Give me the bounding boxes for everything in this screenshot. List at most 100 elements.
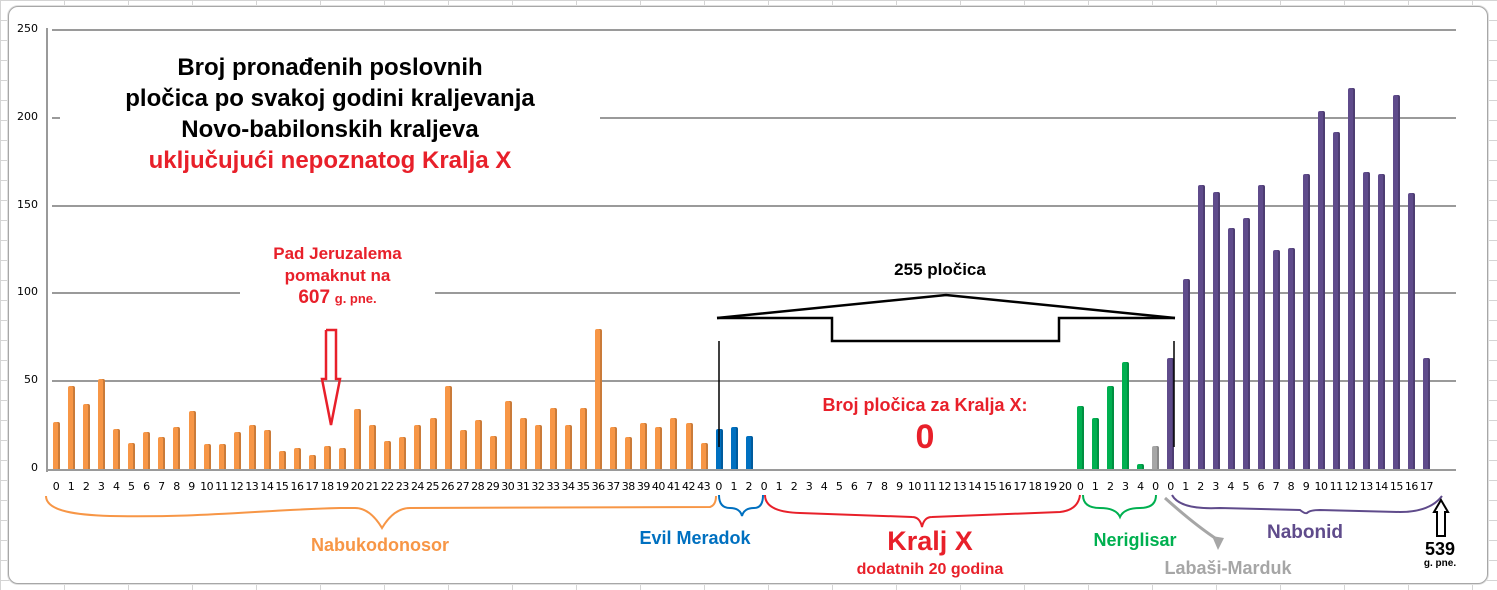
bar[interactable] (745, 435, 753, 469)
bar[interactable] (625, 437, 633, 469)
bar[interactable] (1242, 217, 1250, 469)
bar[interactable] (1182, 279, 1190, 469)
labasi-arrowhead-icon (1212, 536, 1224, 550)
x-tick-label: 34 (561, 480, 576, 493)
bar[interactable] (1363, 172, 1371, 469)
bar[interactable] (128, 442, 136, 469)
bar[interactable] (173, 426, 181, 469)
bar[interactable] (549, 407, 557, 469)
bar[interactable] (1152, 446, 1160, 469)
end-year-suffix: g. pne. (1423, 558, 1457, 569)
bar[interactable] (534, 425, 542, 469)
bar[interactable] (324, 446, 332, 469)
bar[interactable] (98, 379, 106, 469)
bar[interactable] (218, 444, 226, 469)
bar[interactable] (474, 419, 482, 469)
bar[interactable] (1092, 418, 1100, 469)
end-year: 539 (1424, 539, 1456, 559)
bar[interactable] (203, 444, 211, 469)
king-label-neriglisar: Neriglisar (1093, 530, 1177, 550)
king-label-nabonid: Nabonid (1267, 522, 1343, 543)
bar[interactable] (640, 423, 648, 469)
bar[interactable] (1257, 184, 1265, 469)
x-tick-label: 17 (1419, 480, 1434, 493)
bar[interactable] (1318, 110, 1326, 469)
bar[interactable] (278, 451, 286, 469)
bar[interactable] (595, 328, 603, 469)
x-tick-label: 6 (143, 480, 150, 493)
bar[interactable] (83, 404, 91, 469)
bar[interactable] (339, 447, 347, 469)
bar[interactable] (1197, 184, 1205, 469)
x-tick-label: 29 (486, 480, 500, 493)
bar[interactable] (53, 421, 60, 469)
bar[interactable] (248, 425, 256, 469)
bar[interactable] (700, 442, 708, 469)
bar[interactable] (233, 432, 241, 469)
bar[interactable] (429, 418, 437, 469)
bar[interactable] (1423, 358, 1431, 469)
bar[interactable] (399, 437, 407, 469)
bar[interactable] (1393, 94, 1401, 469)
bar[interactable] (489, 435, 497, 469)
x-tick-label: 18 (1028, 480, 1042, 493)
bar[interactable] (68, 386, 76, 469)
bar[interactable] (414, 425, 422, 469)
bar[interactable] (565, 425, 573, 469)
bar[interactable] (309, 454, 317, 469)
bar[interactable] (1122, 361, 1130, 469)
x-tick-label: 12 (938, 480, 952, 493)
bar[interactable] (188, 411, 196, 469)
bar[interactable] (369, 425, 377, 469)
bar[interactable] (1137, 463, 1145, 469)
bar[interactable] (715, 428, 723, 469)
bar[interactable] (610, 426, 618, 469)
x-tick-label: 23 (395, 480, 410, 493)
bar[interactable] (1107, 386, 1115, 469)
y-tick-label: 50 (24, 373, 38, 387)
bar[interactable] (655, 426, 663, 469)
bar[interactable] (263, 430, 271, 469)
bar[interactable] (1287, 247, 1295, 469)
bar[interactable] (1378, 174, 1386, 469)
bar[interactable] (519, 418, 527, 469)
bar[interactable] (504, 400, 512, 469)
bar[interactable] (354, 409, 362, 469)
bar[interactable] (158, 437, 166, 469)
x-tick-label: 7 (158, 480, 165, 493)
x-tick-label: 11 (1329, 480, 1344, 493)
x-tick-label: 16 (1404, 480, 1419, 493)
gridline (52, 380, 1456, 383)
bar[interactable] (384, 440, 392, 469)
bar[interactable] (670, 418, 678, 469)
bar[interactable] (444, 386, 452, 469)
x-tick-label: 19 (335, 480, 350, 493)
x-tick-label: 35 (576, 480, 591, 493)
bar[interactable] (1077, 405, 1085, 469)
bar[interactable] (1227, 228, 1235, 469)
x-tick-label: 43 (697, 480, 711, 493)
x-tick-label: 13 (953, 480, 967, 493)
bar[interactable] (580, 407, 588, 469)
x-tick-label: 14 (1374, 480, 1389, 493)
bar[interactable] (1348, 87, 1356, 469)
bar[interactable] (293, 447, 301, 469)
bar[interactable] (1408, 193, 1416, 469)
bar[interactable] (1212, 191, 1220, 469)
bar[interactable] (143, 432, 151, 469)
bar[interactable] (1167, 358, 1175, 469)
jerusalem-year: 607 (298, 287, 331, 308)
x-tick-label: 2 (745, 480, 753, 493)
bar[interactable] (113, 428, 121, 469)
x-axis (46, 469, 1456, 471)
end-year-annotation: 539 g. pne. (1415, 540, 1465, 569)
bar[interactable] (1302, 174, 1310, 469)
bar[interactable] (730, 426, 738, 469)
bar[interactable] (1333, 131, 1341, 469)
bar[interactable] (459, 430, 467, 469)
bar[interactable] (1272, 249, 1280, 469)
tablets-moved-label: 255 pločica (894, 260, 986, 279)
bar[interactable] (685, 423, 693, 469)
x-tick-label: 12 (230, 480, 244, 493)
x-tick-label: 1 (730, 480, 737, 493)
